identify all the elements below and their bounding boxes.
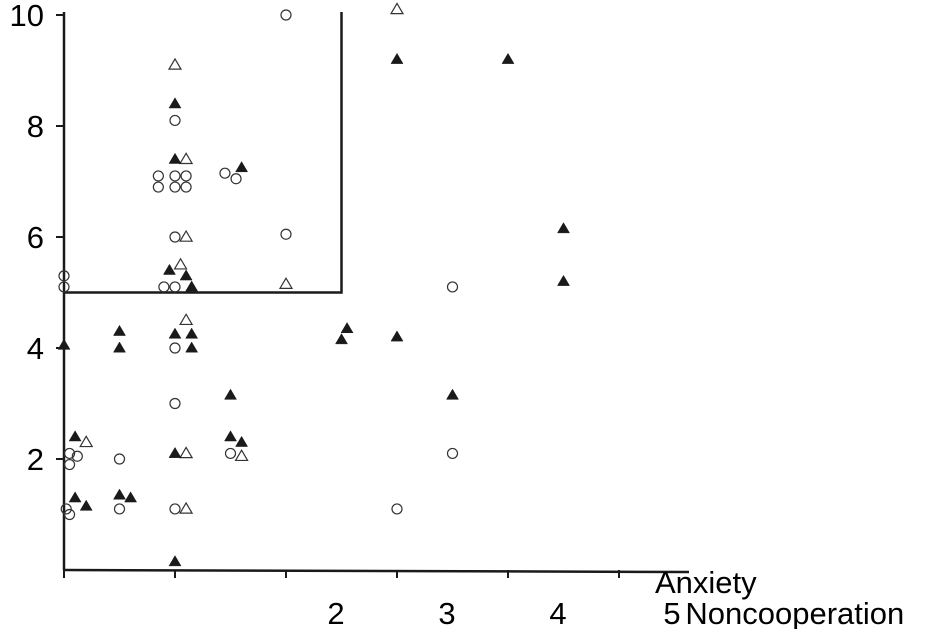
point-open-circle [63, 447, 76, 460]
point-open-triangle [79, 435, 94, 448]
point-open-triangle [179, 313, 194, 326]
point-open-triangle [173, 257, 188, 270]
point-filled-triangle [113, 324, 126, 336]
point-open-circle [169, 231, 181, 243]
point-open-circle [58, 270, 70, 282]
point-open-triangle [179, 229, 194, 242]
point-filled-triangle [390, 52, 404, 64]
point-open-circle [169, 342, 181, 354]
point-filled-triangle [224, 430, 237, 442]
point-filled-triangle [113, 341, 126, 353]
x-tick-label: 2 [327, 596, 344, 629]
point-filled-triangle [113, 488, 126, 500]
point-open-circle [152, 181, 164, 193]
point-open-circle [158, 281, 170, 293]
point-filled-triangle [68, 430, 82, 442]
point-open-circle [446, 281, 459, 293]
point-open-circle [280, 9, 292, 21]
y-tick-label: 2 [27, 442, 44, 477]
point-open-triangle [234, 449, 249, 462]
region-box [64, 12, 343, 294]
point-open-circle [224, 447, 237, 460]
point-filled-triangle [557, 222, 570, 234]
point-open-circle [113, 503, 126, 515]
point-open-circle [152, 170, 164, 182]
point-open-circle [169, 397, 181, 410]
data-points [57, 2, 570, 567]
point-filled-triangle [68, 491, 82, 503]
point-open-triangle [278, 276, 294, 289]
point-open-circle [63, 508, 76, 521]
point-filled-triangle [168, 555, 182, 567]
point-open-circle [169, 181, 181, 193]
y-tick-label: 4 [27, 331, 44, 366]
y-tick-label: 8 [27, 109, 44, 144]
point-filled-triangle [185, 341, 199, 353]
region-box-outline [64, 12, 343, 294]
point-filled-triangle [235, 435, 249, 447]
x-tick-label: 3 [438, 596, 455, 629]
point-filled-triangle [501, 52, 515, 64]
x-tick-label: 5 [663, 596, 680, 629]
point-filled-triangle [235, 161, 249, 173]
point-filled-triangle [179, 269, 193, 281]
point-open-triangle [179, 446, 194, 459]
point-open-circle [113, 453, 126, 465]
point-open-circle [60, 503, 72, 515]
y-tick-label: 10 [10, 0, 44, 33]
point-open-triangle [179, 152, 194, 165]
point-filled-triangle [163, 263, 176, 275]
x-tick-label: 4 [549, 596, 566, 629]
point-open-circle [180, 170, 192, 182]
point-filled-triangle [224, 388, 237, 400]
point-open-circle [169, 170, 181, 182]
point-filled-triangle [168, 152, 182, 164]
point-open-circle [180, 181, 192, 193]
point-open-triangle [389, 2, 405, 15]
point-open-triangle [179, 501, 194, 514]
y-axis-title: Anxiety [655, 565, 757, 600]
point-filled-triangle [185, 280, 199, 292]
point-filled-triangle [335, 333, 348, 345]
axes [56, 12, 690, 578]
x-axis-line [63, 568, 690, 574]
x-axis-title: Noncooperation [685, 596, 904, 629]
point-filled-triangle [340, 322, 354, 334]
point-open-circle [169, 503, 181, 515]
point-open-circle [280, 228, 292, 240]
point-open-circle [169, 281, 181, 293]
point-open-circle [58, 281, 70, 293]
point-filled-triangle [390, 330, 404, 342]
tick-labels: 10 8 6 4 2 2 3 4 5 [10, 0, 681, 629]
y-tick-label: 6 [27, 220, 44, 255]
point-filled-triangle [124, 491, 138, 503]
point-open-circle [71, 450, 83, 462]
point-open-circle [230, 173, 242, 185]
point-filled-triangle [446, 388, 459, 400]
point-open-circle [391, 503, 403, 515]
point-filled-triangle [557, 274, 570, 286]
point-open-circle [63, 458, 76, 471]
point-filled-triangle [57, 338, 71, 350]
point-filled-triangle [168, 97, 182, 109]
point-open-circle [219, 167, 231, 179]
point-filled-triangle [168, 446, 182, 458]
point-filled-triangle [185, 327, 199, 339]
point-open-circle [446, 447, 459, 460]
point-open-triangle [167, 57, 183, 70]
point-open-circle [169, 114, 181, 127]
point-filled-triangle [79, 499, 93, 511]
point-filled-triangle [168, 327, 182, 339]
